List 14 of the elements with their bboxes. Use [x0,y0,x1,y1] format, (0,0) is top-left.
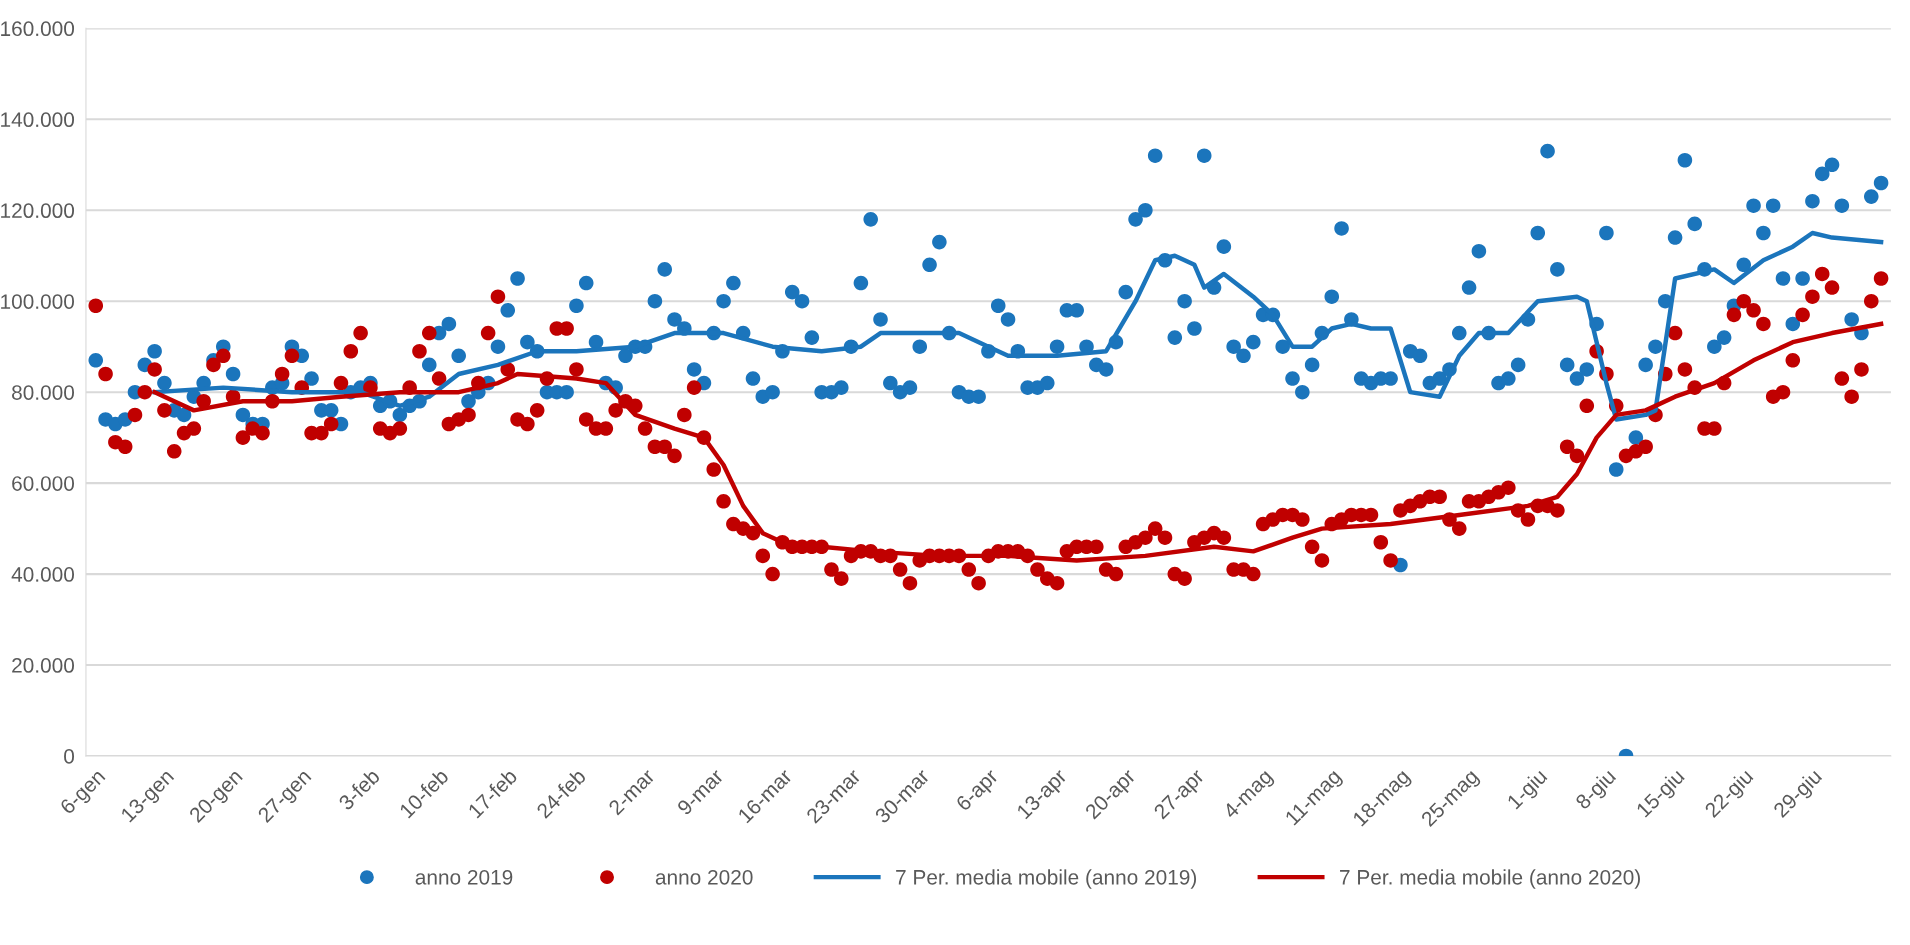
y-tick-label: 160.000 [1,21,75,37]
y-tick-label: 40.000 [11,567,75,582]
y-tick-label: 80.000 [12,385,75,400]
y-tick-label: 0 [64,749,75,764]
y-tick-label: 20.000 [12,658,75,673]
line-series [152,230,1884,422]
y-tick-label: 60.000 [12,476,75,491]
y-tick-label: 120.000 [1,203,75,219]
legend-label: 7 Per. media mobile (anno 2019) [896,869,1197,889]
y-tick-label: 140.000 [1,112,75,128]
legend-label: anno 2019 [415,869,513,885]
legend-label: anno 2020 [655,869,753,885]
y-tick-label: 100.000 [1,294,75,309]
legend-label: 7 Per. media mobile (anno 2020) [1340,869,1640,889]
